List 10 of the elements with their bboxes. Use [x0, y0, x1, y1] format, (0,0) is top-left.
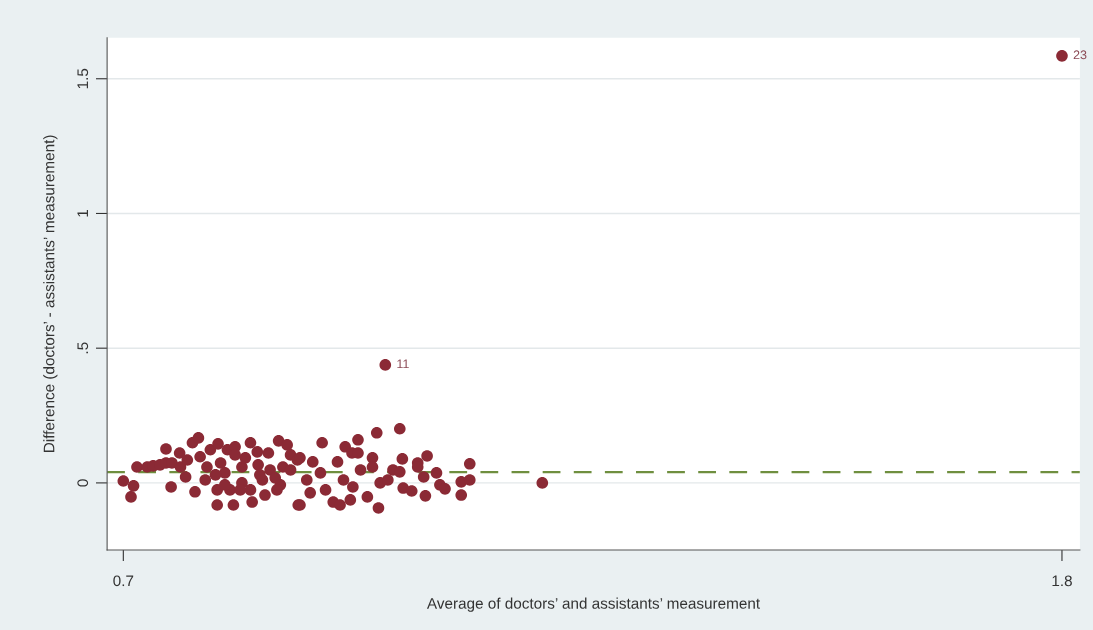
y-tick-label: 1.5 [77, 68, 89, 89]
y-tick-label: 0 [77, 479, 89, 487]
annotation: 23 [1073, 50, 1087, 60]
y-tick-label: 1 [77, 209, 88, 217]
y-tick-label: .5 [77, 342, 89, 354]
x-tick-label: 1.8 [1052, 575, 1072, 587]
x-axis-title: Average of doctors’ and assistants’ measurement [426, 597, 760, 612]
annotation: 11 [397, 359, 409, 369]
x-tick-label: 0.7 [113, 575, 134, 587]
y-axis-title: Difference (doctors’ - assistants’ measurement) [43, 135, 58, 452]
